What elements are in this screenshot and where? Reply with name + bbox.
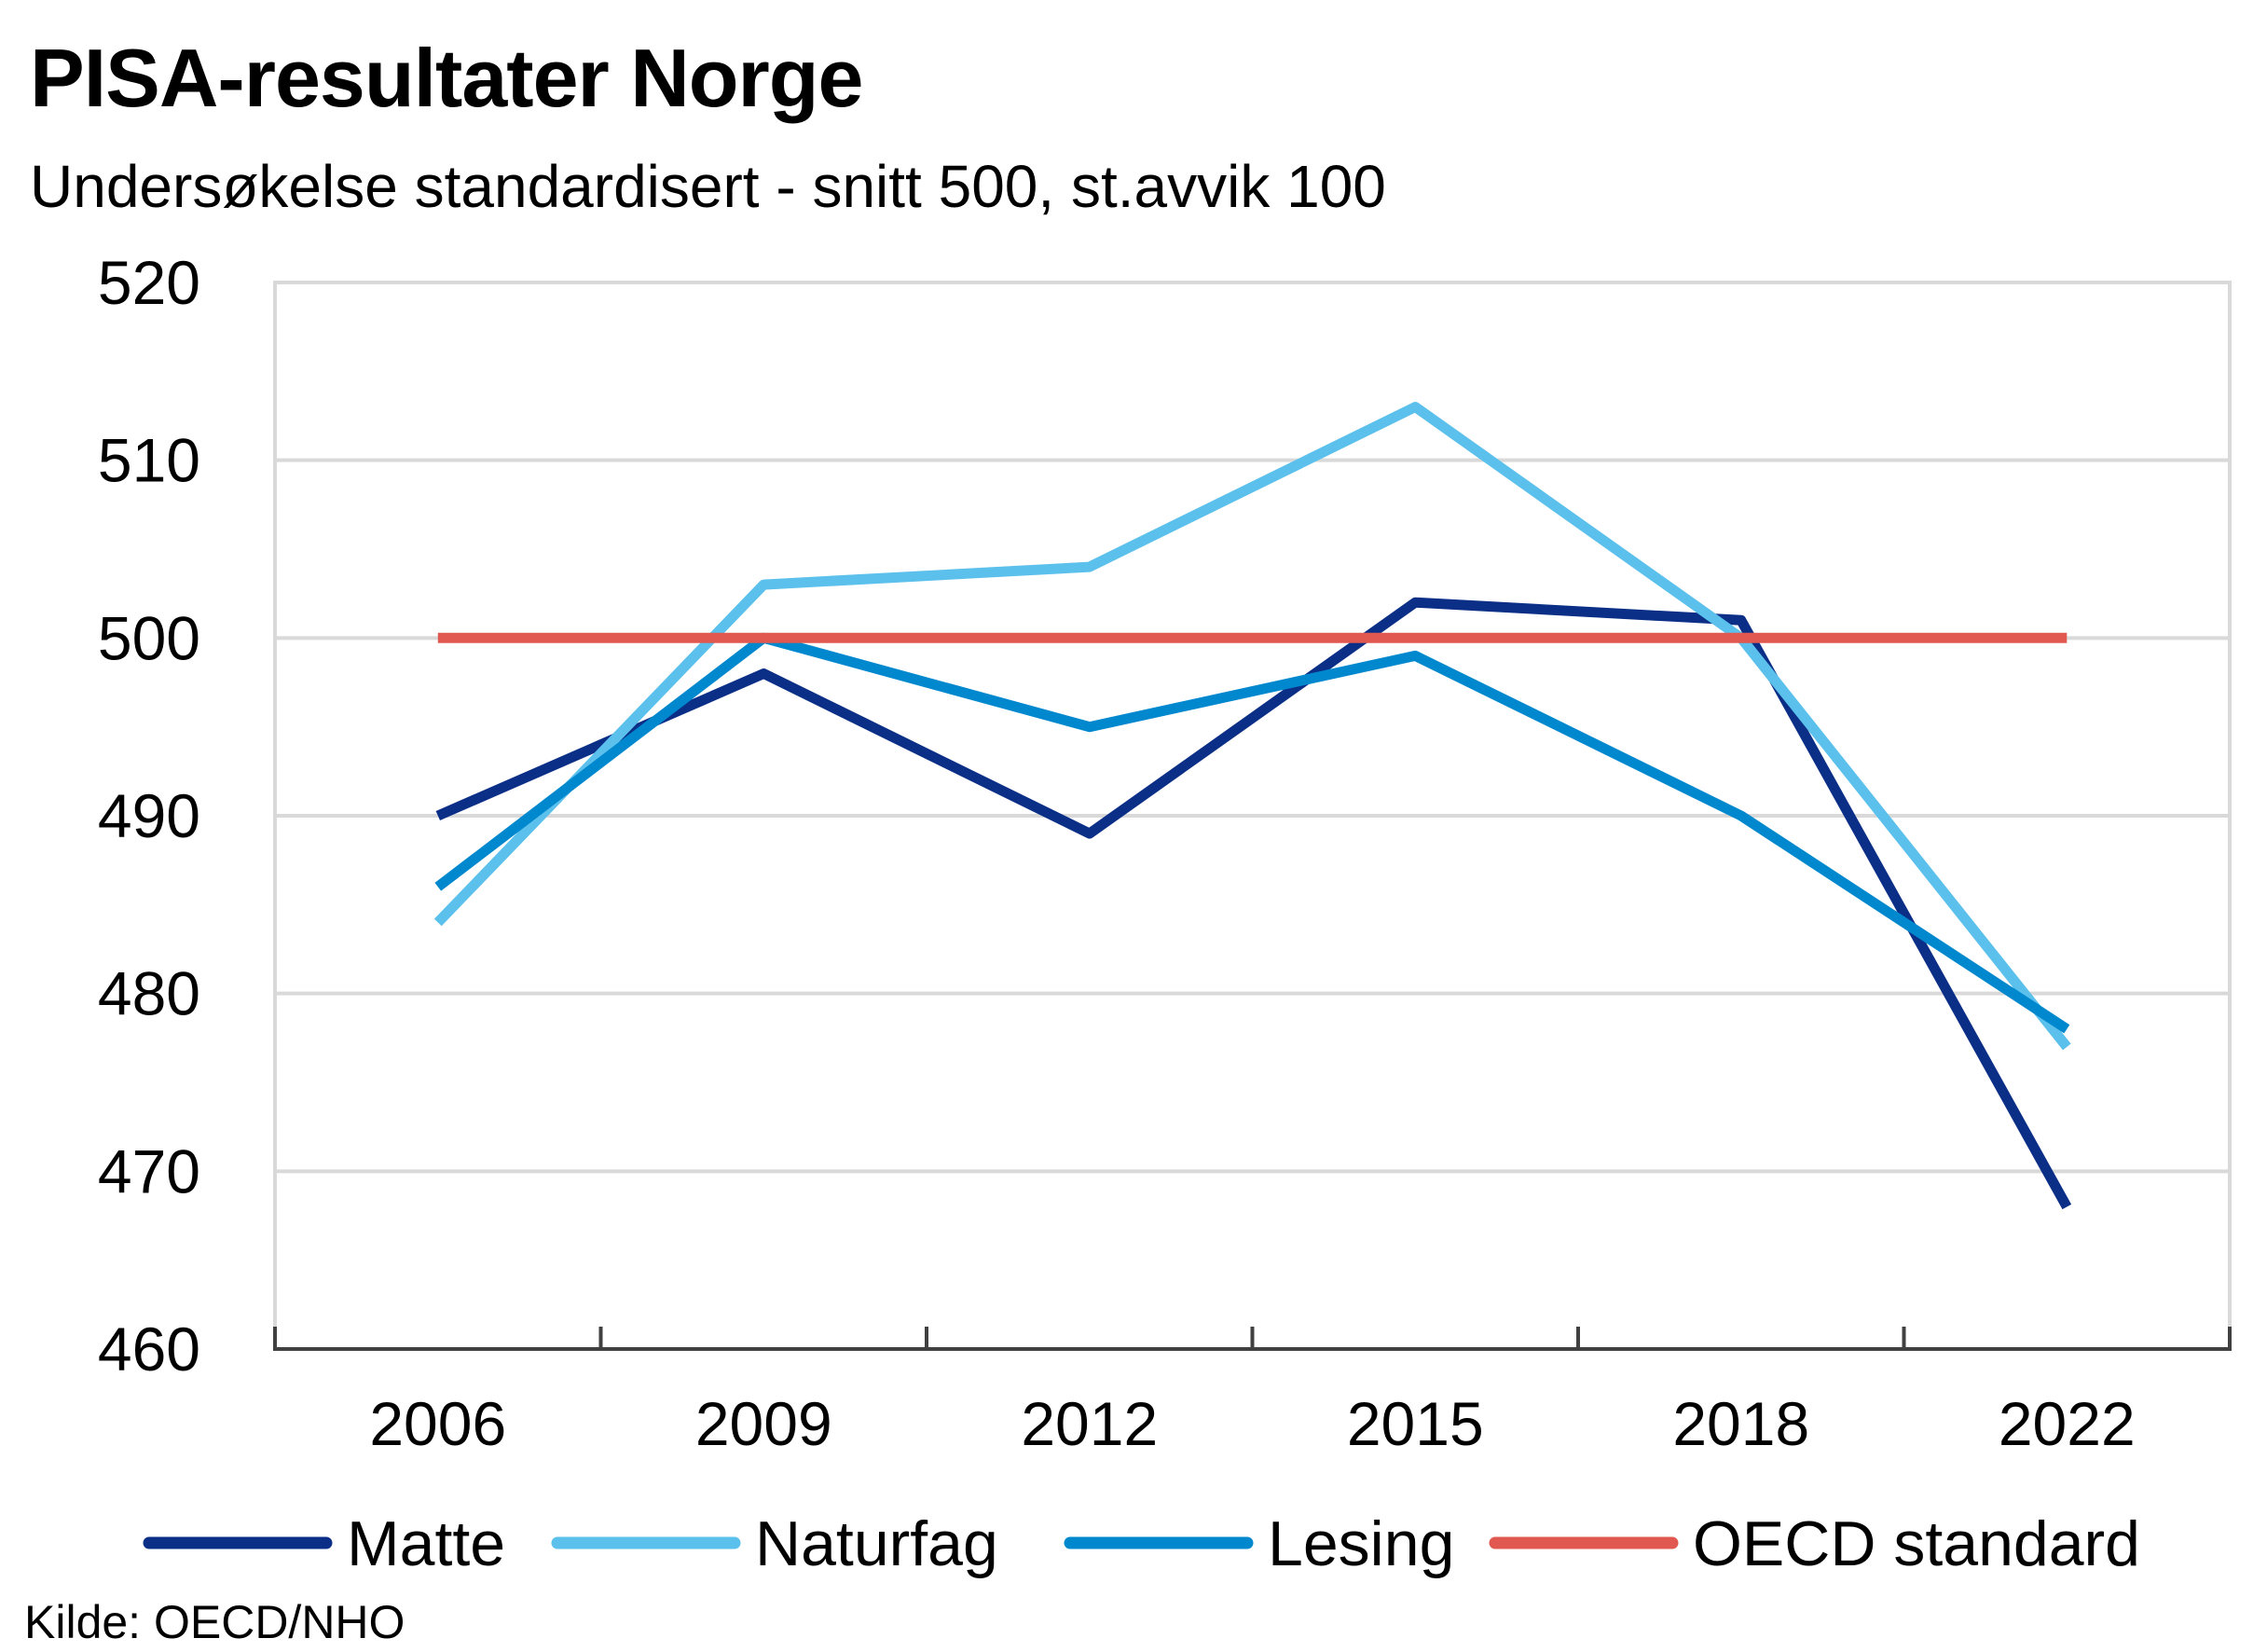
y-tick-label: 480 bbox=[98, 959, 200, 1028]
x-tick-label: 2012 bbox=[1021, 1389, 1158, 1458]
series-line-lesing bbox=[434, 632, 2070, 1034]
series-line-naturfag bbox=[433, 402, 2071, 1051]
y-tick-label: 470 bbox=[98, 1136, 200, 1205]
legend-label-oecd-standard: OECD standard bbox=[1693, 1508, 2140, 1579]
x-tick-label: 2009 bbox=[695, 1389, 832, 1458]
y-tick-label: 460 bbox=[98, 1315, 200, 1384]
legend-label-lesing: Lesing bbox=[1268, 1508, 1454, 1579]
x-tick-label: 2006 bbox=[369, 1389, 506, 1458]
y-tick-label: 510 bbox=[98, 426, 200, 495]
x-tick-label: 2015 bbox=[1347, 1389, 1484, 1458]
legend-label-naturfag: Naturfag bbox=[755, 1508, 998, 1579]
chart-title: PISA-resultater Norge bbox=[30, 32, 863, 124]
y-tick-label: 520 bbox=[98, 248, 200, 317]
legend-label-matte: Matte bbox=[347, 1508, 505, 1579]
x-tick-label: 2022 bbox=[1999, 1389, 2136, 1458]
series-line-matte bbox=[435, 597, 2072, 1210]
y-tick-label: 490 bbox=[98, 781, 200, 850]
x-tick-label: 2018 bbox=[1672, 1389, 1809, 1458]
source-note: Kilde: OECD/NHO bbox=[24, 1596, 405, 1648]
y-tick-label: 500 bbox=[98, 603, 200, 672]
chart-subtitle: Undersøkelse standardisert - snitt 500, … bbox=[30, 153, 1386, 220]
